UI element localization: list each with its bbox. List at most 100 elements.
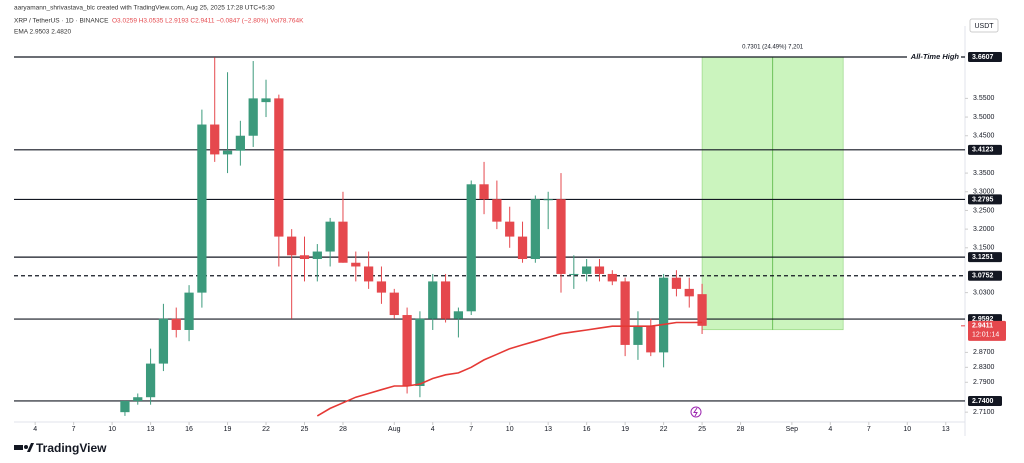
candle-body bbox=[517, 236, 528, 260]
candle-body bbox=[684, 288, 694, 297]
logo-mark bbox=[14, 445, 23, 450]
level-box bbox=[968, 194, 1002, 205]
candle-body bbox=[646, 326, 656, 353]
x-tick-label: 19 bbox=[224, 426, 232, 433]
level-box bbox=[968, 52, 1002, 63]
y-tick-label: 2.8700 bbox=[973, 349, 995, 356]
candle-body bbox=[492, 199, 502, 222]
candle-body bbox=[120, 400, 130, 413]
candle-body bbox=[364, 266, 374, 282]
x-tick-label: 13 bbox=[942, 426, 950, 433]
level-label: 3.6607 bbox=[972, 54, 994, 61]
level-label: 3.4123 bbox=[972, 147, 994, 154]
level-box bbox=[968, 270, 1002, 281]
x-tick-label: 28 bbox=[737, 426, 745, 433]
candle-body bbox=[530, 199, 540, 260]
level-box bbox=[968, 144, 1002, 155]
candle-body bbox=[376, 281, 387, 293]
level-box bbox=[968, 252, 1002, 263]
level-label: 3.1251 bbox=[972, 254, 994, 261]
candle-body bbox=[607, 273, 617, 282]
candle-body bbox=[248, 98, 258, 136]
y-tick-label: 3.2000 bbox=[973, 226, 995, 233]
x-tick-label: 10 bbox=[506, 426, 514, 433]
target-label: 0.7301 (24.49%) 7,201 bbox=[742, 45, 804, 51]
candle-body bbox=[453, 311, 464, 319]
candle-body bbox=[479, 184, 489, 200]
candle-body bbox=[338, 221, 348, 263]
candle-body bbox=[633, 326, 643, 345]
footer-brand: TradingView bbox=[36, 441, 107, 455]
x-tick-label: 4 bbox=[828, 426, 832, 433]
x-tick-label: 4 bbox=[431, 426, 435, 433]
y-tick-label: 3.4500 bbox=[973, 133, 995, 140]
x-tick-label: 4 bbox=[33, 426, 37, 433]
candle-body bbox=[222, 150, 233, 155]
currency-box bbox=[969, 18, 999, 33]
x-tick-label: 16 bbox=[583, 426, 591, 433]
currency: USDT bbox=[974, 23, 994, 30]
x-tick-label: 13 bbox=[147, 426, 155, 433]
last-price-box bbox=[968, 320, 1006, 341]
level-box bbox=[968, 395, 1002, 406]
candle-body bbox=[325, 221, 335, 252]
x-tick-label: Aug bbox=[388, 426, 401, 433]
candle-body bbox=[312, 251, 322, 260]
credit: aaryamann_shrivastava_blc created with T… bbox=[14, 5, 275, 12]
event-bolt bbox=[693, 407, 698, 417]
x-tick-label: 25 bbox=[698, 426, 706, 433]
candle-body bbox=[402, 315, 412, 387]
candle-body bbox=[299, 255, 310, 260]
y-tick-label: 3.5500 bbox=[973, 95, 995, 102]
x-tick-label: 19 bbox=[621, 426, 629, 433]
x-tick-label: 7 bbox=[469, 426, 473, 433]
level-label: 2.9592 bbox=[972, 316, 994, 323]
candle-body bbox=[582, 266, 592, 274]
y-tick-label: 3.0300 bbox=[973, 289, 995, 296]
candle-body bbox=[658, 277, 669, 353]
y-tick-label: 3.3500 bbox=[973, 170, 995, 177]
candle-body bbox=[210, 124, 220, 155]
candle-body bbox=[158, 318, 169, 364]
x-tick-label: 7 bbox=[72, 426, 76, 433]
y-tick-label: 2.8300 bbox=[973, 364, 995, 371]
candle-body bbox=[261, 98, 271, 103]
candle-body bbox=[197, 124, 207, 293]
level-label: 3.0752 bbox=[972, 273, 994, 280]
candle-body bbox=[133, 397, 143, 401]
x-tick-label: 7 bbox=[867, 426, 871, 433]
level-label: 3.2795 bbox=[972, 196, 994, 203]
y-tick-label: 3.1500 bbox=[973, 245, 995, 252]
candle-body bbox=[569, 273, 579, 275]
candle-body bbox=[287, 236, 297, 256]
y-tick-label: 3.2500 bbox=[973, 207, 995, 214]
x-tick-label: Sep bbox=[786, 426, 799, 433]
candle-body bbox=[556, 199, 566, 274]
plot-area: 3.5500 3.5000 3.4500 3.3500 3.3000 3.2500 3.20… bbox=[14, 26, 1006, 436]
ema-line bbox=[316, 321, 703, 417]
x-tick-label: 28 bbox=[339, 426, 347, 433]
y-tick-label: 2.7900 bbox=[973, 379, 995, 386]
y-tick-label: 3.5000 bbox=[973, 114, 995, 121]
ohlc: O3.0259 H3.0535 L2.9193 C2.9411 −0.0847 … bbox=[112, 18, 304, 25]
candle-body bbox=[428, 281, 438, 319]
candle-body bbox=[671, 277, 682, 289]
candle-body bbox=[145, 363, 156, 398]
candle-body bbox=[171, 318, 181, 330]
candle-body bbox=[274, 98, 284, 237]
candle-body bbox=[415, 318, 425, 387]
candle-body bbox=[697, 294, 707, 326]
candle-body bbox=[620, 281, 630, 345]
candle-body bbox=[440, 281, 451, 319]
candle-body bbox=[351, 262, 361, 267]
y-tick-label: 2.7100 bbox=[973, 409, 995, 416]
annotation-bg bbox=[907, 52, 961, 63]
annotation: All-Time High bbox=[910, 52, 960, 61]
ema-legend: EMA 2.9503 2.4820 bbox=[14, 29, 71, 36]
candle-body bbox=[466, 184, 476, 312]
candle-body bbox=[235, 135, 245, 151]
symbol: XRP / TetherUS · 1D · BINANCE bbox=[14, 18, 109, 25]
candle-body bbox=[505, 221, 515, 237]
candle-body bbox=[543, 199, 553, 201]
x-tick-label: 13 bbox=[544, 426, 552, 433]
